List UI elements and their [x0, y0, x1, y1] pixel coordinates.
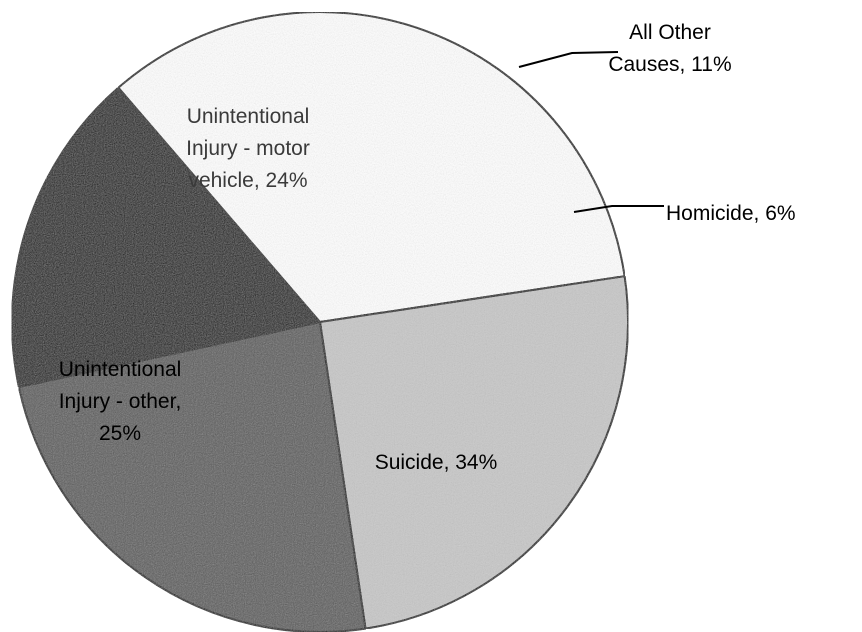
pie-slice-5	[11, 177, 323, 389]
slice-label-4: Unintentional Injury - motor vehicle, 24%	[186, 105, 310, 192]
slice-label-3: Unintentional Injury - other, 25%	[59, 358, 182, 445]
slice-label-1: Homicide, 6%	[666, 202, 796, 225]
pie-slice-2	[116, 11, 626, 324]
leaders-layer	[518, 51, 664, 213]
leader-line-5	[518, 51, 619, 68]
slice-label-5: All Other Causes, 11%	[608, 21, 731, 76]
pie-slice-3	[318, 275, 629, 630]
slices-layer	[11, 11, 629, 632]
slice-label-2: Suicide, 34%	[375, 451, 498, 474]
leader-line-1	[573, 205, 664, 213]
labels-layer: Homicide, 6% Suicide, 34% Unintentional Inj…	[59, 21, 796, 474]
